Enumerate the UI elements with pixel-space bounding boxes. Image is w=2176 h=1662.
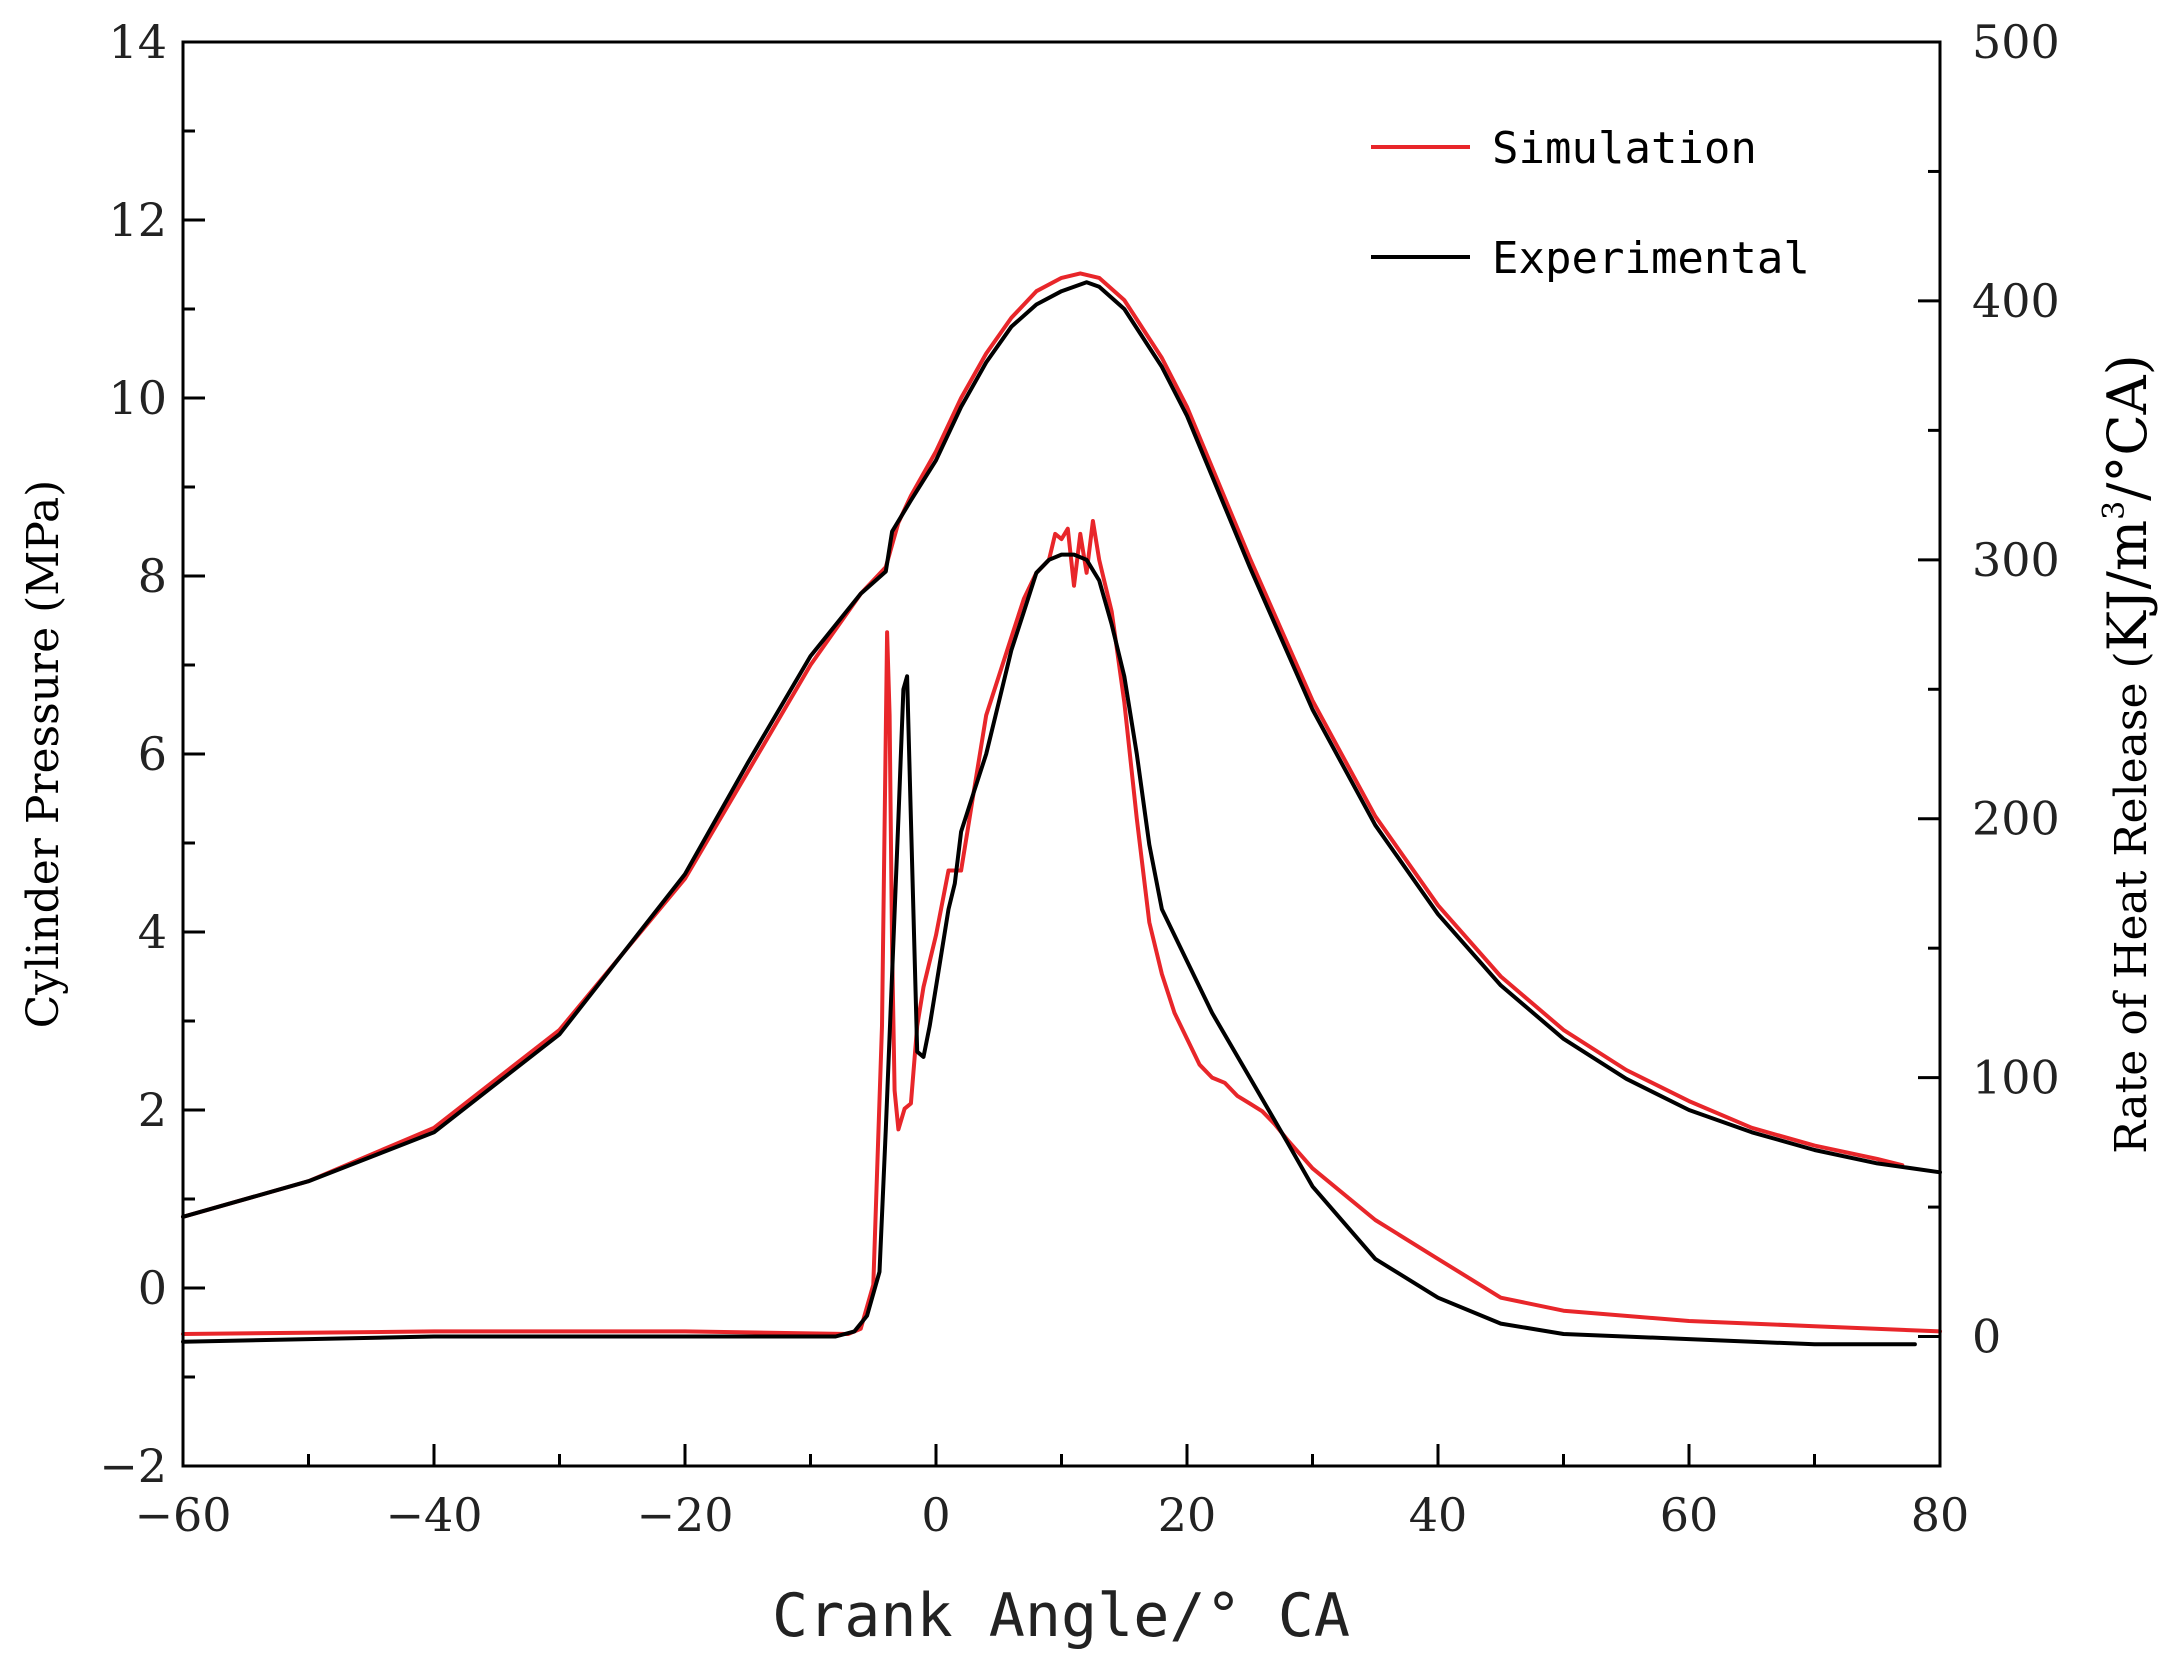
legend-label-simulation: Simulation: [1492, 123, 1757, 174]
y2-tick-label: 400: [1972, 274, 2060, 328]
y2-title-tail: /°CA): [2096, 354, 2159, 501]
x-tick-label: −40: [385, 1488, 482, 1542]
y2-tick-label: 200: [1972, 792, 2060, 846]
y-tick-label: 6: [138, 727, 167, 781]
y2-axis-title: Rate of Heat Release (KJ/m3/°CA): [2096, 354, 2159, 1154]
x-tick-label: 60: [1660, 1488, 1719, 1542]
x-tick-label: −60: [134, 1488, 231, 1542]
legend: Simulation Experimental: [1371, 123, 1810, 284]
tick-layer: [181, 40, 1942, 1468]
y-tick-label: 0: [138, 1261, 167, 1315]
legend-label-experimental: Experimental: [1492, 233, 1810, 284]
y-tick-label: 12: [108, 193, 167, 247]
y-tick-label: 4: [138, 905, 167, 959]
x-tick-label: 80: [1911, 1488, 1970, 1542]
y-tick-label: 14: [108, 15, 167, 69]
y-tick-label: 8: [138, 549, 167, 603]
y2-tick-label: 100: [1972, 1051, 2060, 1105]
y2-tick-label: 300: [1972, 533, 2060, 587]
series-simulation-heat-release: [181, 519, 1942, 1336]
y2-tick-label: 0: [1972, 1310, 2001, 1364]
series-experimental-heat-release: [181, 552, 1917, 1347]
y-axis-title: Cylinder Pressure (MPa): [18, 480, 69, 1029]
y2-tick-label: 500: [1972, 15, 2060, 69]
x-tick-label: 40: [1409, 1488, 1468, 1542]
series-experimental-pressure: [181, 280, 1942, 1219]
x-tick-label: −20: [636, 1488, 733, 1542]
plot-frame: [181, 40, 1942, 1468]
series-simulation-pressure: [181, 271, 1905, 1219]
x-tick-label: 20: [1158, 1488, 1217, 1542]
y-tick-label: 10: [108, 371, 167, 425]
series-layer: [181, 271, 1942, 1347]
y2-title-unit: KJ/m: [2096, 520, 2159, 651]
y2-title-superscript: 3: [2097, 501, 2132, 520]
x-tick-label: 0: [921, 1488, 950, 1542]
tick-label-layer: −60 −40 −20 0 20 40 60 80−202468101214010020030…: [99, 15, 2060, 1542]
x-axis-title: Crank Angle/° CA: [772, 1581, 1350, 1651]
y2-title-part: Rate of Heat Release (: [2106, 651, 2157, 1153]
y-tick-label: −2: [99, 1439, 167, 1493]
y-tick-label: 2: [138, 1083, 167, 1137]
